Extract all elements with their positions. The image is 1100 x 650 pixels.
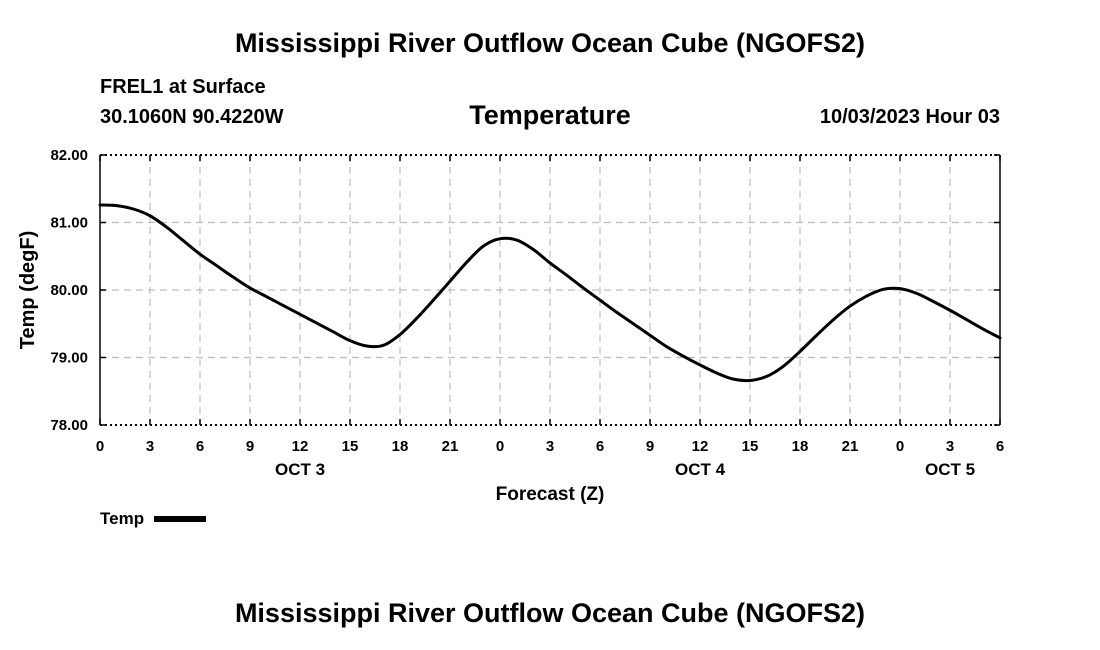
x-tick-label: 6 xyxy=(596,438,604,455)
x-tick-label: 3 xyxy=(546,438,554,455)
x-tick-label: 12 xyxy=(292,438,309,455)
page-title: Mississippi River Outflow Ocean Cube (NG… xyxy=(234,28,866,58)
x-tick-label: 21 xyxy=(442,438,459,455)
y-axis-label: Temp (degF) xyxy=(17,231,39,350)
forecast-datetime: 10/03/2023 Hour 03 xyxy=(819,106,1000,128)
day-label: OCT 5 xyxy=(925,460,975,479)
x-tick-label: 15 xyxy=(742,438,759,455)
y-tick-label: 79.00 xyxy=(50,350,88,367)
x-tick-label: 6 xyxy=(196,438,204,455)
x-tick-label: 3 xyxy=(946,438,954,455)
plot-title: Temperature xyxy=(469,100,631,130)
footer-title: Mississippi River Outflow Ocean Cube (NG… xyxy=(234,598,866,628)
station-label: FREL1 at Surface xyxy=(100,76,266,98)
day-label: OCT 4 xyxy=(675,460,726,479)
day-label: OCT 3 xyxy=(275,460,325,479)
x-tick-label: 18 xyxy=(392,438,409,455)
x-tick-label: 0 xyxy=(96,438,104,455)
y-tick-label: 82.00 xyxy=(50,147,88,164)
x-tick-label: 3 xyxy=(146,438,154,455)
station-coordinates: 30.1060N 90.4220W xyxy=(100,106,284,128)
x-axis-label: Forecast (Z) xyxy=(496,484,605,505)
x-tick-label: 0 xyxy=(496,438,504,455)
x-tick-label: 6 xyxy=(996,438,1004,455)
x-tick-label: 9 xyxy=(246,438,254,455)
legend-label: Temp xyxy=(100,509,145,528)
y-tick-label: 80.00 xyxy=(50,282,88,299)
y-tick-label: 81.00 xyxy=(50,215,88,232)
chart-legend: Temp xyxy=(100,509,207,529)
x-tick-label: 12 xyxy=(692,438,709,455)
y-tick-label: 78.00 xyxy=(50,417,88,434)
x-tick-label: 0 xyxy=(896,438,904,455)
x-tick-label: 9 xyxy=(646,438,654,455)
legend-swatch xyxy=(154,516,207,522)
x-tick-label: 21 xyxy=(842,438,859,455)
x-tick-label: 15 xyxy=(342,438,359,455)
x-tick-label: 18 xyxy=(792,438,809,455)
series-line-temp xyxy=(98,203,1002,383)
